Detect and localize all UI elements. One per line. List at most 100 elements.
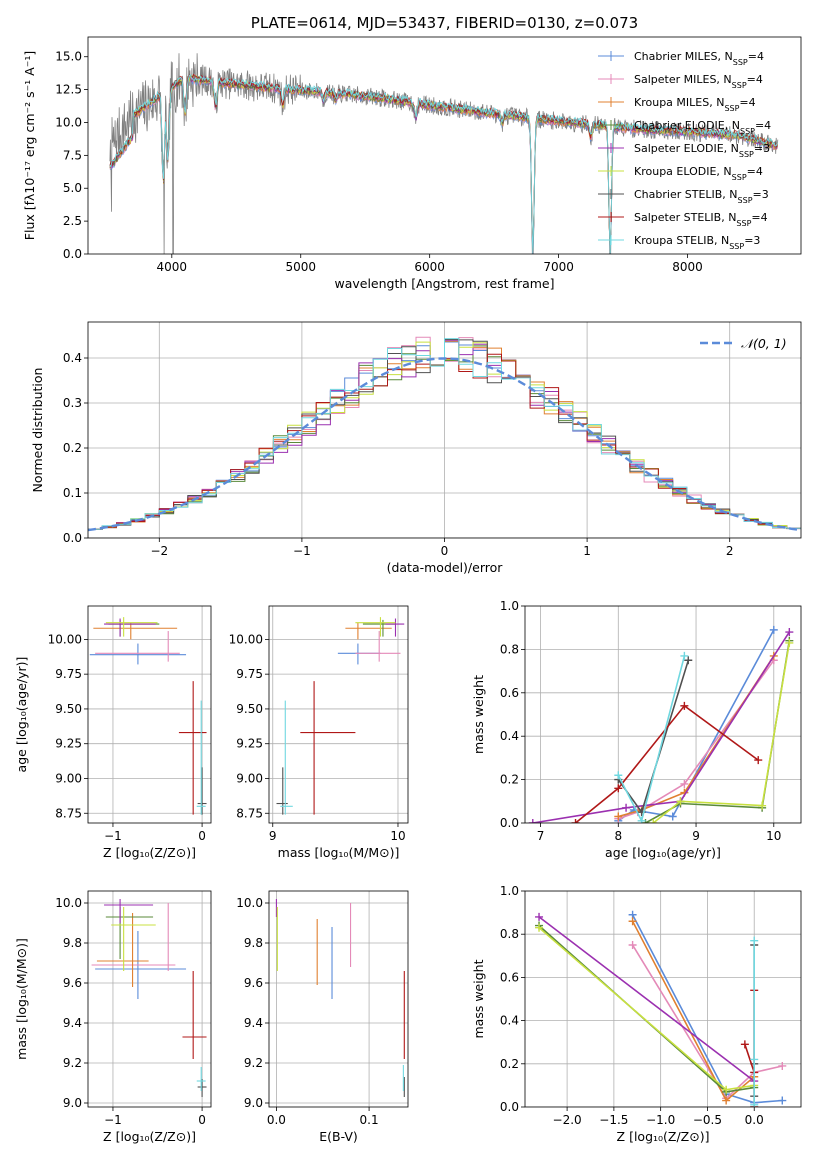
x-axis-label: mass [log₁₀(M/M⊙)] [278, 845, 400, 860]
legend-suffix: =4 [747, 165, 763, 178]
point-marker-salpeter_elodie [528, 819, 537, 823]
y-tick-label: 10.0 [55, 115, 82, 129]
point-marker-salpeter_stelib [571, 819, 580, 823]
y-tick-label: 0.8 [500, 642, 519, 656]
y-tick-label: 2.5 [63, 214, 82, 228]
y-tick-label: 9.8 [63, 936, 82, 950]
point-marker-salpeter_elodie [535, 912, 544, 921]
x-tick-label: 8000 [672, 260, 703, 274]
x-tick-label: 2 [726, 544, 734, 558]
point-marker-kroupa_miles [722, 1096, 731, 1105]
legend-label: Salpeter MILES, NSSP=4 [634, 73, 763, 90]
y-tick-label: 9.2 [63, 1056, 82, 1070]
legend-label: Salpeter ELODIE, NSSP=3 [634, 142, 770, 159]
point-marker-kroupa_stelib [614, 771, 623, 780]
legend-subscript: SSP [724, 104, 739, 113]
panel-age_vs_mass: 9 10 8.75 9.00 9.25 9.50 9.75 10.00 mass [log₁₀(… [229, 605, 409, 860]
x-tick-label: 0.0 [745, 1113, 764, 1127]
y-tick-label: 0.0 [500, 1100, 519, 1114]
x-tick-label: 7 [537, 829, 545, 843]
point-marker-salpeter_miles [628, 941, 637, 949]
x-tick-label: −2 [150, 544, 168, 558]
x-tick-label: 9 [269, 829, 277, 843]
point-marker-salpeter_miles [680, 779, 689, 788]
y-tick-label: 0.6 [500, 970, 519, 984]
y-tick-label: 9.75 [236, 667, 263, 681]
y-tick-label: 0.4 [500, 729, 519, 743]
axes-frame [268, 890, 409, 1108]
plot-area [269, 891, 408, 1107]
chart-title: PLATE=0614, MJD=53437, FIBERID=0130, z=0… [251, 14, 638, 32]
panel-weight_vs_Z: −2.0 −1.5 −1.0 −0.5 0.0 0.0 0.2 0.4 0.6 0.8 1.0 Z [… [471, 884, 802, 1144]
legend-suffix: =3 [753, 188, 769, 201]
series-line-kroupa_elodie [652, 642, 791, 823]
panel-age_vs_Z: −1 0 8.75 9.00 9.25 9.50 9.75 10.00 Z [log₁₀(Z/Z… [14, 605, 212, 860]
y-tick-label: 0.3 [63, 396, 82, 410]
y-tick-label: 9.8 [244, 936, 263, 950]
y-tick-label: 5.0 [63, 181, 82, 195]
point-marker-chabrier_miles [668, 812, 677, 821]
plot-area [269, 606, 408, 823]
legend-subscript: SSP [732, 81, 747, 90]
y-tick-label: 9.0 [63, 1096, 82, 1110]
x-tick-label: 0.0 [267, 1113, 286, 1127]
y-tick-label: 10.0 [55, 896, 82, 910]
x-tick-label: 10 [390, 829, 405, 843]
x-axis-label: E(B-V) [319, 1129, 358, 1144]
legend-suffix: =4 [739, 96, 755, 109]
model-spectrum-kroupa_stelib [109, 74, 778, 254]
point-marker-chabrier_stelib [684, 656, 693, 665]
point-marker-salpeter_elodie [785, 628, 794, 637]
y-tick-label: 9.25 [55, 737, 82, 751]
y-tick-label: 0.0 [500, 816, 519, 830]
x-tick-label: 0.1 [360, 1113, 379, 1127]
series-line-salpeter_miles [618, 659, 775, 820]
x-axis-label: Z [log₁₀(Z/Z⊙)] [103, 845, 196, 860]
x-tick-label: −2.0 [553, 1113, 582, 1127]
series-line-kroupa_elodie [538, 927, 755, 1091]
x-tick-label: −0.5 [693, 1113, 722, 1127]
point-marker-chabrier_miles [778, 1096, 787, 1105]
y-tick-label: 10.00 [48, 632, 82, 646]
point-marker-chabrier_miles [769, 625, 778, 634]
y-tick-label: 0.2 [500, 1057, 519, 1071]
legend-suffix: =3 [744, 234, 760, 247]
legend-label-gauss: 𝒩(0, 1) [741, 336, 787, 351]
series-line-salpeter_stelib [574, 704, 759, 823]
x-tick-label: 0 [441, 544, 449, 558]
legend-subscript: SSP [740, 127, 755, 136]
axes-frame [87, 890, 212, 1108]
x-tick-label: 6000 [414, 260, 445, 274]
y-tick-label: 12.5 [55, 83, 82, 97]
axes-frame [524, 890, 802, 1108]
plot-area [88, 322, 801, 538]
point-marker-kroupa_miles [614, 812, 623, 821]
panel-residuals: −2 −1 0 1 2 0.0 0.1 0.2 0.3 0.4 (data-model)/error… [30, 321, 802, 575]
point-marker-kroupa_stelib [750, 1100, 759, 1107]
legend-subscript: SSP [733, 58, 748, 67]
y-tick-label: 9.00 [55, 771, 82, 785]
y-tick-label: 8.75 [55, 806, 82, 820]
point-marker-salpeter_stelib [680, 701, 689, 710]
y-tick-label: 0.4 [63, 351, 82, 365]
legend-label: Salpeter STELIB, NSSP=4 [634, 211, 768, 228]
x-tick-label: 1 [583, 544, 591, 558]
panel-mass_vs_Z: −1 0 9.0 9.2 9.4 9.6 9.8 10.0 Z [log₁₀(Z/Z⊙)] mas… [14, 890, 212, 1144]
legend-suffix: =4 [755, 119, 771, 132]
x-axis-label: (data-model)/error [387, 560, 504, 575]
y-tick-label: 0.4 [500, 1014, 519, 1028]
y-tick-label: 10.0 [236, 896, 263, 910]
legend-label: Kroupa MILES, NSSP=4 [634, 96, 756, 113]
histogram-kroupa_stelib [88, 338, 801, 530]
series-line-chabrier_elodie [538, 925, 755, 1093]
axes-frame [524, 605, 802, 824]
y-axis-label: mass [log₁₀(M/M⊙)] [14, 938, 29, 1060]
point-marker-salpeter_elodie [622, 803, 631, 812]
gaussian-curve [88, 357, 799, 532]
x-tick-label: 4000 [157, 260, 188, 274]
y-tick-label: 9.4 [244, 1016, 263, 1030]
legend-label: Chabrier MILES, NSSP=4 [634, 50, 764, 67]
legend-suffix: =3 [754, 142, 770, 155]
x-tick-label: 0 [198, 829, 206, 843]
